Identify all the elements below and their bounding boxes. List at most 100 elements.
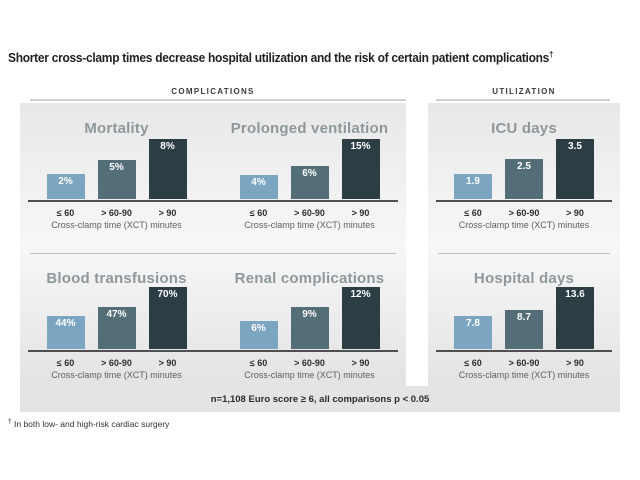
page-title-text: Shorter cross-clamp times decrease hospi… [8, 51, 550, 66]
x-axis-line [28, 350, 398, 352]
chart-title: Blood transfusions [46, 270, 187, 287]
bar-value-label: 44% [55, 318, 76, 329]
bar-group: 4% 6% 15% [239, 137, 380, 199]
x-tick-label: > 60-90 [508, 208, 540, 218]
bar-group: 2% 5% 8% [46, 137, 187, 199]
bar-value-label: 8.7 [517, 312, 531, 323]
bar-value-label: 6% [302, 168, 317, 179]
chart-title: Prolonged ventilation [230, 120, 389, 137]
x-tick-labels: ≤ 60 > 60-90 > 90 [42, 358, 191, 368]
bar: 70% [148, 287, 187, 349]
x-axis-line [436, 350, 612, 352]
x-tick-label: > 90 [566, 358, 584, 368]
bar-value-label: 70% [157, 289, 178, 300]
chart-prolonged-ventilation: Prolonged ventilation 4% 6% 15% ≤ 60 > 60-9… [213, 103, 406, 253]
x-axis-caption: Cross-clamp time (XCT) minutes [458, 220, 590, 230]
footnote-marker: † [8, 418, 12, 425]
x-tick-label: > 60-90 [294, 358, 325, 368]
bar: 1.9 [454, 174, 492, 199]
utilization-row-1: ICU days 1.9 2.5 3.5 ≤ 60 > 60-90 > 90 Cross… [428, 103, 620, 253]
bar-value-label: 13.6 [565, 289, 585, 300]
bar: 8% [148, 139, 187, 199]
bar: 6% [290, 166, 329, 199]
x-tick-label: > 90 [351, 208, 370, 218]
bar-value-label: 47% [106, 309, 127, 320]
chart-hospital-days: Hospital days 7.8 8.7 13.6 ≤ 60 > 60-90 > 90… [428, 253, 620, 386]
page-title: Shorter cross-clamp times decrease hospi… [8, 50, 553, 65]
x-axis-caption: Cross-clamp time (XCT) minutes [458, 370, 590, 380]
x-tick-labels: ≤ 60 > 60-90 > 90 [235, 208, 384, 218]
bar: 4% [239, 175, 278, 199]
x-tick-label: ≤ 60 [249, 358, 268, 368]
bar: 3.5 [556, 139, 594, 199]
bar: 15% [341, 139, 380, 199]
bar: 6% [239, 321, 278, 349]
x-tick-labels: ≤ 60 > 60-90 > 90 [450, 358, 599, 368]
x-tick-label: > 90 [351, 358, 370, 368]
complications-row-2: Blood transfusions 44% 47% 70% ≤ 60 > 60-90… [20, 253, 406, 386]
x-tick-label: > 60-90 [101, 358, 132, 368]
x-axis-caption: Cross-clamp time (XCT) minutes [244, 370, 375, 380]
bar: 7.8 [454, 316, 492, 349]
x-axis-caption: Cross-clamp time (XCT) minutes [51, 370, 182, 380]
bar-group: 6% 9% 12% [239, 287, 380, 349]
page-title-dagger: † [549, 50, 554, 59]
x-tick-labels: ≤ 60 > 60-90 > 90 [450, 208, 599, 218]
bar-value-label: 2% [58, 176, 73, 187]
bar: 12% [341, 287, 380, 349]
chart-title: Hospital days [473, 270, 575, 287]
x-tick-label: ≤ 60 [464, 358, 482, 368]
bar-group: 1.9 2.5 3.5 [454, 137, 594, 199]
bar-value-label: 2.5 [517, 161, 531, 172]
x-axis-caption: Cross-clamp time (XCT) minutes [244, 220, 375, 230]
bar: 2.5 [505, 159, 543, 199]
row-separator [438, 253, 610, 254]
section-header-utilization: UTILIZATION [492, 87, 556, 96]
chart-title: Renal complications [234, 270, 385, 287]
bar-value-label: 9% [302, 309, 317, 320]
x-tick-label: > 90 [158, 208, 177, 218]
bar: 2% [46, 174, 85, 199]
complications-row-1: Mortality 2% 5% 8% ≤ 60 > 60-90 > 90 Cross-c… [20, 103, 406, 253]
row-separator [30, 253, 396, 254]
footnote: † In both low- and high-risk cardiac sur… [8, 418, 169, 429]
chart-renal-complications: Renal complications 6% 9% 12% ≤ 60 > 60-90 >… [213, 253, 406, 386]
utilization-header-rule [436, 99, 610, 101]
complications-header-rule [30, 99, 406, 101]
chart-icu-days: ICU days 1.9 2.5 3.5 ≤ 60 > 60-90 > 90 Cross… [428, 103, 620, 253]
x-tick-label: ≤ 60 [56, 358, 75, 368]
bar: 44% [46, 316, 85, 349]
x-tick-label: ≤ 60 [56, 208, 75, 218]
bar-value-label: 3.5 [568, 141, 582, 152]
footnote-text: In both low- and high-risk cardiac surge… [14, 418, 170, 429]
x-tick-label: ≤ 60 [464, 208, 482, 218]
bar-value-label: 12% [350, 289, 371, 300]
x-tick-label: > 90 [158, 358, 177, 368]
x-axis-line [28, 200, 398, 202]
study-note-strip: n=1,108 Euro score ≥ 6, all comparisons … [20, 386, 620, 412]
chart-blood-transfusions: Blood transfusions 44% 47% 70% ≤ 60 > 60-90… [20, 253, 213, 386]
x-tick-label: > 90 [566, 208, 584, 218]
bar-value-label: 6% [251, 323, 266, 334]
bar-value-label: 15% [350, 141, 371, 152]
x-tick-label: > 60-90 [101, 208, 132, 218]
bar-group: 7.8 8.7 13.6 [454, 287, 594, 349]
bar: 9% [290, 307, 329, 349]
bar-group: 44% 47% 70% [46, 287, 187, 349]
section-header-complications: COMPLICATIONS [171, 87, 255, 96]
bar-value-label: 7.8 [466, 318, 480, 329]
x-tick-label: > 60-90 [508, 358, 540, 368]
bar: 8.7 [505, 310, 543, 349]
x-tick-label: ≤ 60 [249, 208, 268, 218]
x-axis-caption: Cross-clamp time (XCT) minutes [51, 220, 182, 230]
bar: 13.6 [556, 287, 594, 349]
x-tick-label: > 60-90 [294, 208, 325, 218]
x-axis-line [436, 200, 612, 202]
bar: 5% [97, 160, 136, 199]
bar-value-label: 4% [251, 177, 266, 188]
bar-value-label: 5% [109, 162, 124, 173]
chart-title: Mortality [84, 120, 149, 137]
utilization-panel: ICU days 1.9 2.5 3.5 ≤ 60 > 60-90 > 90 Cross… [428, 103, 620, 386]
bar-value-label: 1.9 [466, 176, 480, 187]
